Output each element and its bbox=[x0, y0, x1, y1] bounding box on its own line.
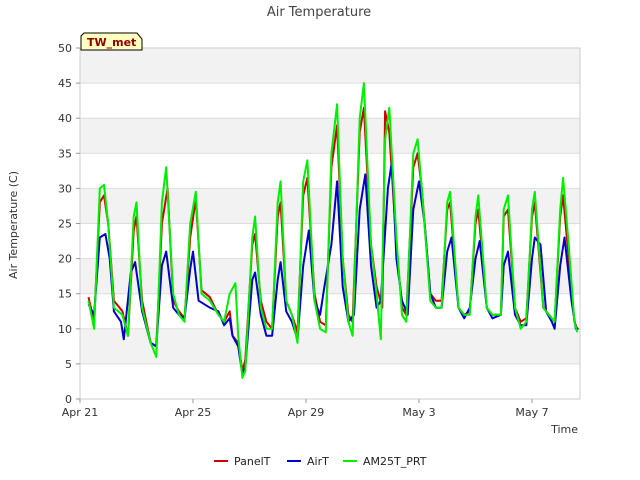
x-axis-ticks: Apr 21 Apr 25 Apr 29 May 3 May 7 bbox=[62, 399, 549, 419]
legend-label: PanelT bbox=[234, 455, 271, 468]
legend-label: AM25T_PRT bbox=[363, 455, 427, 468]
x-tick-label: Apr 21 bbox=[62, 406, 99, 419]
legend-label: AirT bbox=[307, 455, 329, 468]
background-band bbox=[80, 118, 580, 154]
background-band bbox=[80, 328, 580, 364]
y-tick-label: 35 bbox=[58, 147, 72, 160]
y-tick-label: 40 bbox=[58, 112, 72, 125]
background-band bbox=[80, 363, 580, 399]
x-tick-label: Apr 29 bbox=[288, 406, 325, 419]
x-tick-label: Apr 25 bbox=[175, 406, 212, 419]
x-tick-label: May 3 bbox=[402, 406, 435, 419]
background-band bbox=[80, 293, 580, 329]
series-line-airt bbox=[87, 159, 579, 376]
y-tick-label: 15 bbox=[58, 288, 72, 301]
y-tick-label: 20 bbox=[58, 253, 72, 266]
background-band bbox=[80, 258, 580, 294]
series-layer bbox=[87, 82, 579, 379]
y-tick-label: 10 bbox=[58, 323, 72, 336]
y-tick-label: 50 bbox=[58, 42, 72, 55]
y-tick-label: 5 bbox=[65, 358, 72, 371]
y-tick-label: 0 bbox=[65, 393, 72, 406]
station-badge-label: TW_met bbox=[87, 36, 136, 49]
station-badge-shape bbox=[80, 32, 143, 51]
chart-title: Air Temperature bbox=[267, 5, 371, 20]
y-tick-label: 30 bbox=[58, 182, 72, 195]
station-badge: TW_met bbox=[80, 32, 143, 51]
legend: PanelT AirT AM25T_PRT bbox=[214, 455, 427, 468]
background-band bbox=[80, 83, 580, 119]
x-axis-title: Time bbox=[550, 423, 578, 436]
series-line-am25t-prt bbox=[87, 82, 579, 379]
background-band bbox=[80, 48, 580, 84]
x-tick-label: May 7 bbox=[515, 406, 548, 419]
y-tick-label: 45 bbox=[58, 77, 72, 90]
y-tick-label: 25 bbox=[58, 218, 72, 231]
y-axis-ticks: 0 5 10 15 20 25 30 35 40 45 50 bbox=[58, 42, 80, 406]
y-axis-title: Air Temperature (C) bbox=[7, 171, 20, 279]
